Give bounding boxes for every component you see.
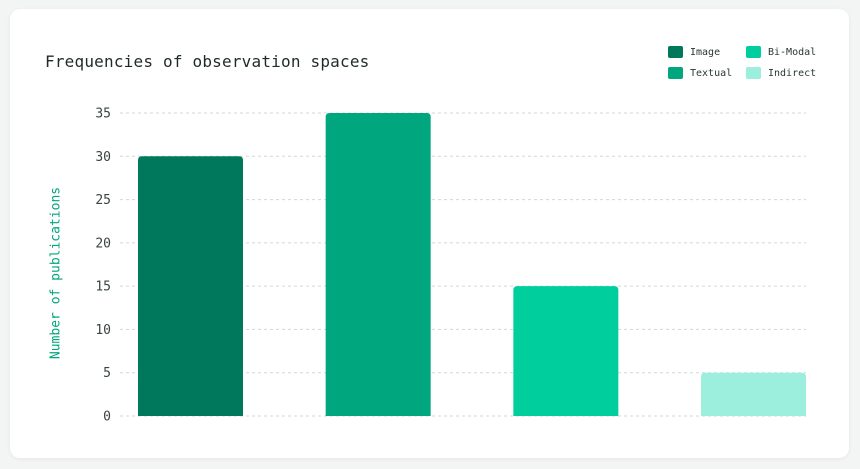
- y-tick-label-35: 35: [95, 107, 111, 122]
- legend-swatch-image: [668, 46, 683, 58]
- legend-item-bi-modal: Bi-Modal: [746, 45, 816, 59]
- y-tick-label-0: 0: [103, 410, 111, 425]
- y-tick-label-20: 20: [95, 236, 111, 251]
- bar-textual: [325, 113, 431, 416]
- bar-bi-modal: [513, 286, 619, 416]
- legend-label-bi-modal: Bi-Modal: [768, 46, 817, 58]
- legend-swatch-indirect: [746, 67, 761, 79]
- y-tick-label-30: 30: [95, 150, 111, 165]
- legend-item-image: Image: [668, 45, 720, 59]
- y-tick-label-5: 5: [103, 366, 111, 381]
- legend-label-textual: Textual: [690, 67, 733, 79]
- legend-label-image: Image: [690, 46, 721, 58]
- legend: Image Bi-Modal Textual Indirect: [668, 45, 838, 85]
- bar-image: [138, 156, 243, 417]
- legend-swatch-textual: [668, 67, 683, 79]
- legend-swatch-bi-modal: [746, 46, 761, 58]
- y-tick-label-15: 15: [95, 280, 111, 295]
- y-tick-label-10: 10: [95, 323, 111, 338]
- bar-indirect: [701, 372, 806, 416]
- legend-item-indirect: Indirect: [746, 66, 816, 80]
- legend-label-indirect: Indirect: [768, 67, 817, 79]
- legend-item-textual: Textual: [668, 66, 732, 80]
- chart-title: Frequencies of observation spaces: [45, 52, 370, 71]
- y-tick-label-25: 25: [95, 193, 111, 208]
